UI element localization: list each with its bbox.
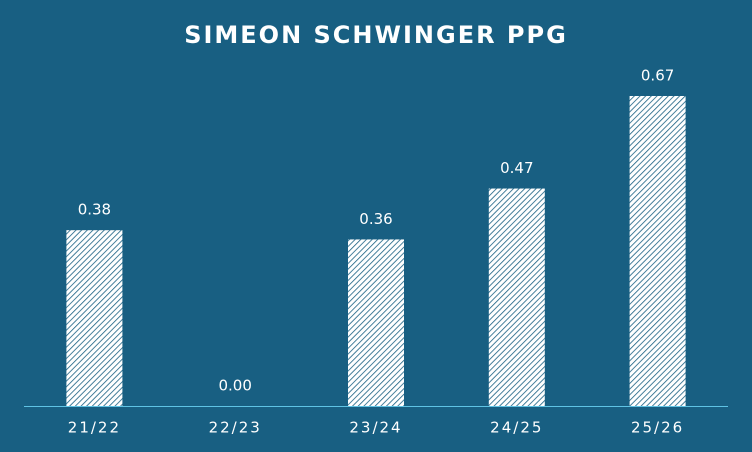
bar (66, 230, 123, 406)
value-label: 0.36 (359, 210, 392, 228)
x-tick-label: 23/24 (349, 419, 402, 437)
bar (348, 239, 404, 406)
bar (488, 188, 545, 406)
value-label: 0.38 (78, 201, 111, 219)
value-label: 0.47 (500, 159, 533, 177)
x-tick-label: 22/23 (209, 419, 262, 437)
x-tick-label: 24/25 (490, 419, 543, 437)
x-tick-label: 21/22 (68, 419, 121, 437)
bar (629, 96, 686, 406)
x-tick-label: 25/26 (631, 419, 684, 437)
value-label: 0.67 (641, 67, 674, 85)
chart-title: SIMEON SCHWINGER PPG (184, 21, 568, 49)
value-label: 0.00 (218, 377, 251, 395)
